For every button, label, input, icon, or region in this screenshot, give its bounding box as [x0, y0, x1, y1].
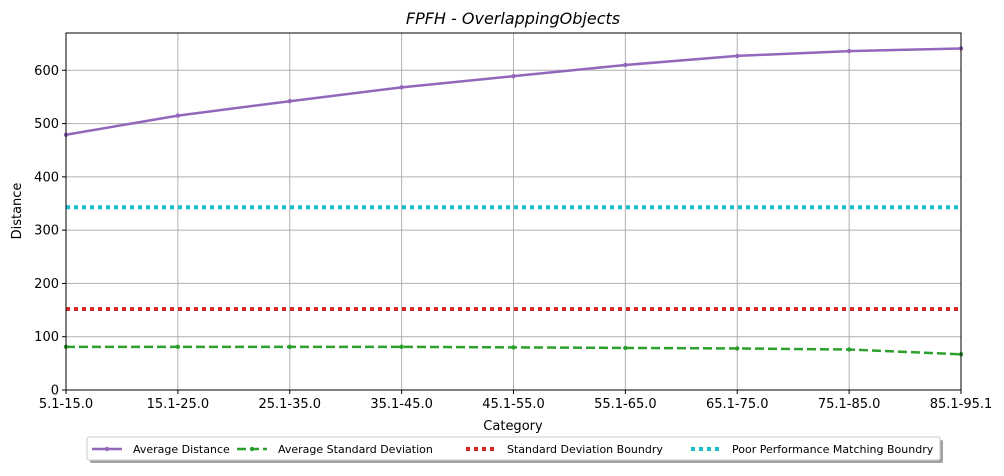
legend-label: Standard Deviation Boundry	[507, 443, 663, 456]
data-point	[735, 53, 740, 59]
y-tick-label: 500	[34, 117, 59, 132]
y-axis-ticks: 0 100 200 300 400 500 600	[34, 64, 66, 399]
legend-box	[86, 436, 941, 461]
y-tick-label: 100	[34, 330, 59, 345]
y-tick-label: 200	[34, 277, 59, 292]
data-point	[846, 48, 852, 54]
x-tick-label: 65.1-75.0	[706, 397, 769, 412]
data-point	[511, 73, 516, 79]
y-axis-label: Distance	[10, 183, 25, 240]
legend-label: Average Distance	[133, 443, 230, 456]
data-point	[735, 346, 740, 351]
legend-marker	[249, 446, 255, 452]
x-tick-label: 25.1-35.0	[258, 397, 321, 412]
y-tick-label: 0	[51, 384, 59, 399]
x-tick-label: 55.1-65.0	[594, 397, 657, 412]
chart-title: FPFH - OverlappingObjects	[406, 9, 620, 28]
x-axis-label: Category	[483, 419, 543, 434]
data-point	[623, 62, 628, 68]
x-axis-ticks: 5.1-15.0 15.1-25.0 25.1-35.0 35.1-45.0 45.1-…	[39, 390, 992, 412]
data-point	[623, 345, 628, 351]
legend-label: Average Standard Deviation	[278, 443, 433, 456]
y-tick-label: 300	[34, 224, 59, 239]
data-point	[511, 345, 516, 350]
grid	[65, 33, 962, 391]
series-layer	[63, 46, 964, 357]
x-tick-label: 5.1-15.0	[39, 397, 93, 412]
data-point	[399, 344, 404, 350]
x-tick-label: 15.1-25.0	[147, 397, 210, 412]
x-tick-label: 45.1-55.0	[482, 397, 545, 412]
legend-marker	[104, 446, 110, 452]
legend: Average Distance Average Standard Deviati…	[86, 436, 943, 463]
legend-label: Poor Performance Matching Boundry	[732, 443, 934, 456]
x-tick-label: 35.1-45.0	[370, 397, 433, 412]
data-point	[287, 99, 292, 104]
data-point	[175, 344, 181, 350]
y-tick-label: 400	[34, 170, 59, 185]
y-tick-label: 600	[34, 64, 59, 79]
data-point	[399, 85, 404, 90]
data-point	[175, 113, 181, 118]
x-tick-label: 85.1-95.1	[930, 397, 993, 412]
data-point	[287, 344, 292, 350]
data-point	[846, 347, 852, 352]
x-tick-label: 75.1-85.0	[818, 397, 881, 412]
